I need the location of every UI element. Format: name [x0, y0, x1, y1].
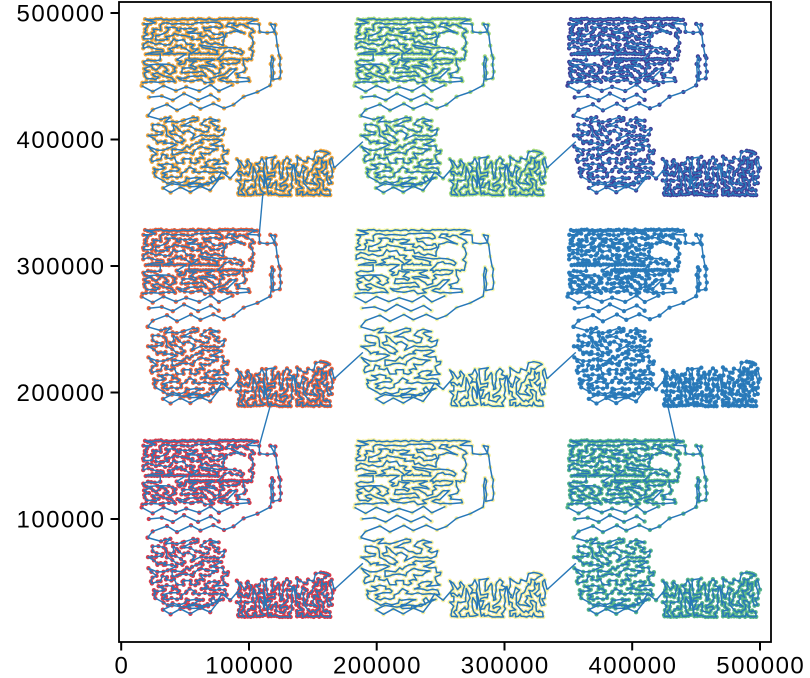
svg-text:0: 0 — [115, 653, 128, 678]
svg-text:400000: 400000 — [588, 653, 676, 678]
svg-text:200000: 200000 — [17, 380, 105, 407]
svg-text:100000: 100000 — [205, 653, 293, 678]
svg-text:200000: 200000 — [333, 653, 421, 678]
svg-text:500000: 500000 — [716, 653, 804, 678]
svg-text:400000: 400000 — [17, 127, 105, 154]
svg-text:300000: 300000 — [461, 653, 549, 678]
svg-text:500000: 500000 — [17, 1, 105, 28]
svg-text:300000: 300000 — [17, 254, 105, 281]
svg-text:100000: 100000 — [17, 507, 105, 534]
